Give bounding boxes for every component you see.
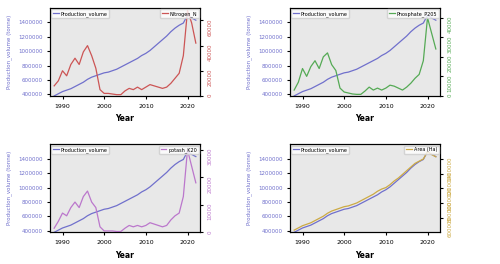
X-axis label: Year: Year: [116, 114, 134, 123]
Legend: Area (Ha): Area (Ha): [404, 146, 438, 154]
Legend: Production_volume: Production_volume: [52, 146, 109, 154]
Legend: Production_volume: Production_volume: [292, 146, 349, 154]
Y-axis label: Production_volume (tonne): Production_volume (tonne): [6, 15, 12, 89]
X-axis label: Year: Year: [356, 114, 374, 123]
Legend: Phosphate_P205: Phosphate_P205: [388, 10, 438, 18]
X-axis label: Year: Year: [356, 251, 374, 260]
Y-axis label: Production_volume (tonne): Production_volume (tonne): [246, 15, 252, 89]
X-axis label: Year: Year: [116, 251, 134, 260]
Legend: potash_K20: potash_K20: [159, 146, 198, 154]
Y-axis label: Production_volume (tonne): Production_volume (tonne): [6, 151, 12, 225]
Legend: Nitrogen_N: Nitrogen_N: [160, 10, 198, 18]
Y-axis label: Production_volume (tonne): Production_volume (tonne): [246, 151, 252, 225]
Legend: Production_volume: Production_volume: [292, 10, 349, 18]
Legend: Production_volume: Production_volume: [52, 10, 109, 18]
